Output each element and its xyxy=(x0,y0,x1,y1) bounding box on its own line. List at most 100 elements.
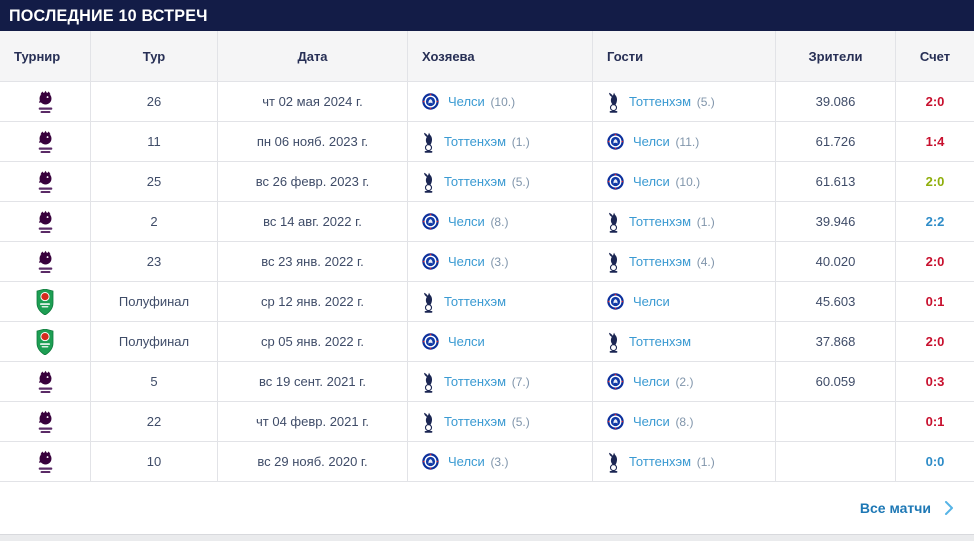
team-link[interactable]: Челси xyxy=(448,254,485,269)
away-cell: Тоттенхэм (1.) xyxy=(592,202,775,241)
team-rank: (7.) xyxy=(511,375,530,389)
round-cell: Полуфинал xyxy=(90,282,217,321)
home-cell: Тоттенхэм (5.) xyxy=(407,162,592,201)
home-cell: Челси (3.) xyxy=(407,442,592,481)
score: 0:0 xyxy=(895,442,974,481)
tournament-cell xyxy=(0,442,90,481)
table-header-row: Турнир Тур Дата Хозяева Гости Зрители Сч… xyxy=(0,31,974,82)
premier-league-logo xyxy=(0,129,90,155)
attendance-cell xyxy=(775,402,895,441)
team-link[interactable]: Тоттенхэм xyxy=(629,454,692,469)
attendance-cell: 45.603 xyxy=(775,282,895,321)
team-link[interactable]: Тоттенхэм xyxy=(629,214,692,229)
premier-league-logo xyxy=(0,409,90,435)
chelsea-crest-icon xyxy=(422,93,439,110)
tournament-cell xyxy=(0,282,90,321)
chelsea-crest-icon xyxy=(607,413,624,430)
column-header-score: Счет xyxy=(895,31,974,81)
away-cell: Челси (8.) xyxy=(592,402,775,441)
away-cell: Челси (2.) xyxy=(592,362,775,401)
date-cell: вс 26 февр. 2023 г. xyxy=(217,162,407,201)
chelsea-crest-icon xyxy=(607,293,624,310)
attendance-cell: 61.613 xyxy=(775,162,895,201)
all-matches-link[interactable]: Все матчи xyxy=(859,500,931,516)
round-cell: 11 xyxy=(90,122,217,161)
team-link[interactable]: Челси xyxy=(633,414,670,429)
attendance-cell: 40.020 xyxy=(775,242,895,281)
team-rank: (3.) xyxy=(490,455,509,469)
tottenham-crest-icon xyxy=(422,371,435,393)
score: 2:0 xyxy=(895,82,974,121)
chelsea-crest-icon xyxy=(607,133,624,150)
team-link[interactable]: Тоттенхэм xyxy=(444,374,507,389)
chelsea-crest-icon xyxy=(607,173,624,190)
team-link[interactable]: Челси xyxy=(633,134,670,149)
tournament-cell xyxy=(0,322,90,361)
column-header-tournament: Турнир xyxy=(14,48,61,64)
team-link[interactable]: Челси xyxy=(448,454,485,469)
date-cell: ср 05 янв. 2022 г. xyxy=(217,322,407,361)
away-cell: Челси xyxy=(592,282,775,321)
team-link[interactable]: Челси xyxy=(448,334,485,349)
home-cell: Челси xyxy=(407,322,592,361)
team-link[interactable]: Тоттенхэм xyxy=(444,134,507,149)
team-link[interactable]: Тоттенхэм xyxy=(444,174,507,189)
tottenham-crest-icon xyxy=(422,291,435,313)
attendance-cell: 37.868 xyxy=(775,322,895,361)
tottenham-crest-icon xyxy=(607,251,620,273)
score: 2:0 xyxy=(895,162,974,201)
round-cell: 26 xyxy=(90,82,217,121)
tournament-cell xyxy=(0,362,90,401)
team-rank: (1.) xyxy=(696,455,715,469)
team-link[interactable]: Тоттенхэм xyxy=(629,94,692,109)
chevron-right-icon[interactable] xyxy=(944,501,954,515)
tournament-cell xyxy=(0,242,90,281)
team-rank: (10.) xyxy=(675,175,701,189)
team-link[interactable]: Тоттенхэм xyxy=(629,334,692,349)
team-rank: (8.) xyxy=(490,215,509,229)
team-rank: (2.) xyxy=(675,375,694,389)
tournament-cell xyxy=(0,162,90,201)
tottenham-crest-icon xyxy=(422,411,435,433)
match-row: 10 вс 29 нояб. 2020 г. Челси (3.) Тоттен… xyxy=(0,442,974,482)
team-link[interactable]: Челси xyxy=(448,94,485,109)
round-cell: 25 xyxy=(90,162,217,201)
chelsea-crest-icon xyxy=(422,253,439,270)
chelsea-crest-icon xyxy=(607,373,624,390)
match-row: Полуфинал ср 12 янв. 2022 г. Тоттенхэм Ч… xyxy=(0,282,974,322)
team-link[interactable]: Челси xyxy=(633,294,670,309)
score: 0:1 xyxy=(895,282,974,321)
match-row: 23 вс 23 янв. 2022 г. Челси (3.) Тоттенх… xyxy=(0,242,974,282)
date-cell: вс 29 нояб. 2020 г. xyxy=(217,442,407,481)
tottenham-crest-icon xyxy=(607,211,620,233)
score: 2:0 xyxy=(895,242,974,281)
team-link[interactable]: Тоттенхэм xyxy=(444,294,507,309)
date-cell: вс 14 авг. 2022 г. xyxy=(217,202,407,241)
attendance-cell xyxy=(775,442,895,481)
match-row: 5 вс 19 сент. 2021 г. Тоттенхэм (7.) Чел… xyxy=(0,362,974,402)
premier-league-logo xyxy=(0,369,90,395)
chelsea-crest-icon xyxy=(422,453,439,470)
match-row: 2 вс 14 авг. 2022 г. Челси (8.) Тоттенхэ… xyxy=(0,202,974,242)
team-link[interactable]: Челси xyxy=(633,374,670,389)
team-rank: (8.) xyxy=(675,415,694,429)
team-link[interactable]: Челси xyxy=(448,214,485,229)
premier-league-logo xyxy=(0,209,90,235)
date-cell: пн 06 нояб. 2023 г. xyxy=(217,122,407,161)
round-cell: 10 xyxy=(90,442,217,481)
round-cell: 23 xyxy=(90,242,217,281)
team-link[interactable]: Тоттенхэм xyxy=(444,414,507,429)
team-link[interactable]: Челси xyxy=(633,174,670,189)
premier-league-logo xyxy=(0,449,90,475)
team-rank: (1.) xyxy=(696,215,715,229)
home-cell: Тоттенхэм xyxy=(407,282,592,321)
team-rank: (4.) xyxy=(696,255,715,269)
team-link[interactable]: Тоттенхэм xyxy=(629,254,692,269)
column-header-date: Дата xyxy=(217,31,407,81)
team-rank: (10.) xyxy=(490,95,516,109)
attendance-cell: 60.059 xyxy=(775,362,895,401)
next-section-edge xyxy=(0,534,974,541)
home-cell: Челси (3.) xyxy=(407,242,592,281)
home-cell: Челси (10.) xyxy=(407,82,592,121)
tournament-cell xyxy=(0,402,90,441)
